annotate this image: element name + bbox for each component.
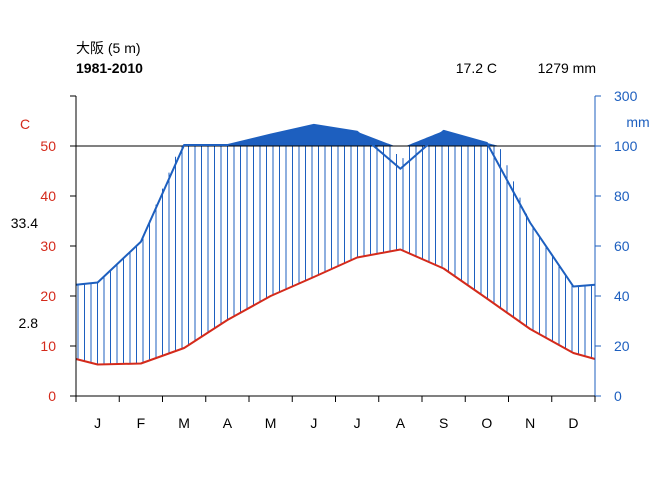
station-title: 大阪 (5 m) (76, 40, 141, 56)
month-label: A (396, 415, 406, 431)
month-label: O (481, 415, 492, 431)
precip-tick-label: 20 (614, 338, 630, 354)
temp-tick-label: 0 (48, 388, 56, 404)
precip-tick-label: 100 (614, 138, 638, 154)
precip-tick-label: 0 (614, 388, 622, 404)
month-label: J (354, 415, 361, 431)
precip-tick-label: 300 (614, 88, 638, 104)
precip-tick-label: 60 (614, 238, 630, 254)
precip-axis-label: mm (626, 114, 649, 130)
period-label: 1981-2010 (76, 60, 143, 76)
temp-tick-label: 30 (40, 238, 56, 254)
precipitation-line (75, 123, 596, 288)
month-label: D (568, 415, 578, 431)
month-label: M (178, 415, 190, 431)
month-label: F (137, 415, 146, 431)
superhumid-fill (76, 124, 595, 146)
month-label: N (525, 415, 535, 431)
humid-area (76, 124, 595, 365)
series-lines (75, 123, 596, 366)
abs-min-temp-label: 2.8 (19, 315, 39, 331)
temp-tick-label: 50 (40, 138, 56, 154)
month-label: S (439, 415, 448, 431)
temp-tick-label: 10 (40, 338, 56, 354)
month-label: M (265, 415, 277, 431)
month-label: J (310, 415, 317, 431)
temperature-line (75, 248, 596, 366)
abs-max-temp-label: 33.4 (11, 215, 38, 231)
precip-tick-label: 80 (614, 188, 630, 204)
temp-tick-label: 40 (40, 188, 56, 204)
annual-mean-temp: 17.2 C (456, 60, 497, 76)
temp-axis-label: C (20, 116, 30, 132)
axes: 0 10 20 30 40 50 0 20 40 60 80 100 300 J F M A M J J A S O N D (40, 88, 637, 431)
annual-precip: 1279 mm (538, 60, 596, 76)
month-label: J (94, 415, 101, 431)
precip-tick-label: 40 (614, 288, 630, 304)
temp-tick-label: 20 (40, 288, 56, 304)
month-label: A (223, 415, 233, 431)
